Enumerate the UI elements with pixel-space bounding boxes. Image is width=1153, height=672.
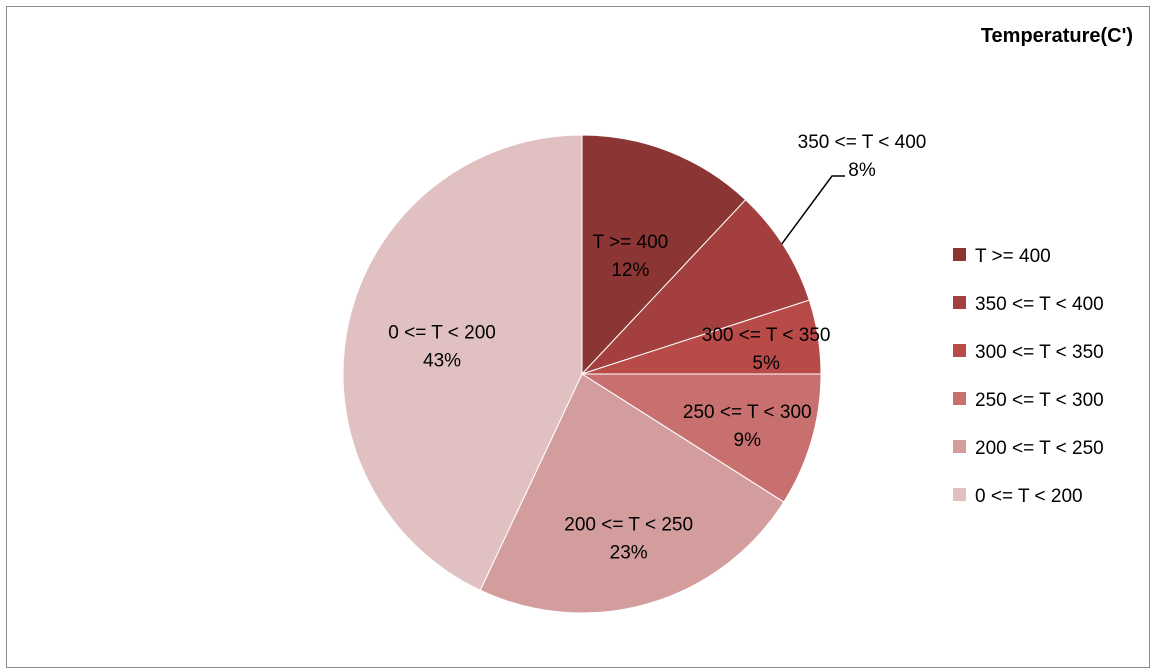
data-label-percent-0-t-200: 43% [423, 351, 461, 372]
pie-slice-t-400 [581, 134, 747, 376]
data-label-category-250-t-300: 250 <= T < 300 [683, 402, 812, 423]
data-label-percent-200-t-250: 23% [610, 543, 648, 564]
data-label-percent-350-t-400: 8% [848, 160, 876, 181]
legend-swatch-200-t-250 [953, 440, 966, 453]
legend-label-350-t-400: 350 <= T < 400 [975, 294, 1104, 315]
data-label-category-200-t-250: 200 <= T < 250 [564, 515, 693, 536]
legend-label-250-t-300: 250 <= T < 300 [975, 390, 1104, 411]
legend-swatch-350-t-400 [953, 296, 966, 309]
data-label-category-t-400: T >= 400 [593, 232, 669, 253]
legend-label-t-400: T >= 400 [975, 246, 1051, 267]
legend-swatch-300-t-350 [953, 344, 966, 357]
pie-slice-200-t-250 [479, 373, 785, 614]
pie-slices [342, 134, 822, 614]
legend-swatch-t-400 [953, 248, 966, 261]
data-label-percent-300-t-350: 5% [752, 353, 780, 374]
chart-title: Temperature(C') [981, 25, 1133, 47]
data-label-category-300-t-350: 300 <= T < 350 [702, 325, 831, 346]
pie-slice-0-t-200 [342, 134, 583, 591]
legend-label-0-t-200: 0 <= T < 200 [975, 486, 1083, 507]
legend-label-200-t-250: 200 <= T < 250 [975, 438, 1104, 459]
legend-swatch-250-t-300 [953, 392, 966, 405]
data-label-percent-t-400: 12% [611, 260, 649, 281]
data-label-percent-250-t-300: 9% [734, 430, 762, 451]
legend: T >= 400 350 <= T < 400 300 <= T < 350 250 … [953, 246, 1104, 507]
pie-slice-350-t-400 [581, 199, 810, 375]
legend-label-300-t-350: 300 <= T < 350 [975, 342, 1104, 363]
legend-swatch-0-t-200 [953, 488, 966, 501]
data-label-category-350-t-400: 350 <= T < 400 [798, 132, 927, 153]
data-labels: T >= 400 12% 350 <= T < 400 8% 300 <= T < 35… [388, 132, 926, 564]
data-label-category-0-t-200: 0 <= T < 200 [388, 323, 496, 344]
leader-line-350-t-400 [781, 175, 845, 245]
pie-slice-250-t-300 [580, 373, 822, 503]
leader-lines [781, 175, 845, 245]
